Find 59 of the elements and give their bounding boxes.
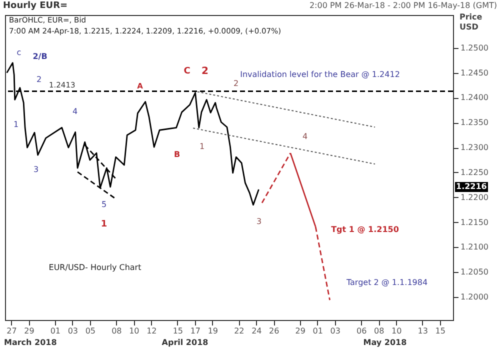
y-tick-label: 1.2450 xyxy=(460,68,488,78)
annotation: 1 xyxy=(13,120,19,129)
text: March 2018 xyxy=(4,338,57,347)
y-tick-label: 1.2250 xyxy=(460,168,488,177)
chart-title: Hourly EUR= xyxy=(3,1,68,11)
x-tick-label: 13 xyxy=(418,326,428,336)
x-tick-label: 12 xyxy=(146,326,157,336)
annotation: 2/B xyxy=(32,52,48,61)
y-tick-label: 1.2350 xyxy=(460,118,488,128)
x-tick-label: 10 xyxy=(129,326,140,336)
annotation: Tgt 1 @ 1.2150 xyxy=(331,225,399,234)
text: 1.2216 xyxy=(455,182,488,192)
annotation: 4 xyxy=(302,132,308,141)
annotation: 1 xyxy=(100,220,108,230)
annotation: 5 xyxy=(101,200,107,209)
y-tick-label: 1.2050 xyxy=(460,268,488,277)
x-tick-label: 08 xyxy=(374,326,384,336)
annotation: 2 xyxy=(202,66,208,77)
x-tick-label: 05 xyxy=(85,326,96,336)
x-tick-label: 24 xyxy=(252,326,262,336)
x-tick-label: 15 xyxy=(435,326,446,336)
chart-subtitle: 2:00 PM 26-Mar-18 - 2:00 PM 16-May-18 (GMT) xyxy=(309,1,497,10)
y-axis-title: Price USD xyxy=(460,12,483,32)
text: May 2018 xyxy=(363,338,407,347)
y-tick-label: 1.2200 xyxy=(460,192,488,202)
x-tick-label: 03 xyxy=(330,326,340,336)
x-tick-label: 06 xyxy=(356,326,367,336)
x-tick-label: 27 xyxy=(6,326,17,336)
annotation: Target 2 @ 1.1.1984 xyxy=(346,278,428,287)
x-tick-label: 29 xyxy=(24,326,34,336)
x-tick-label: 22 xyxy=(234,326,244,336)
annotation: Invalidation level for the Bear @ 1.2412 xyxy=(240,70,400,79)
annotation: 2 xyxy=(36,75,42,84)
y-tick-label: 1.2300 xyxy=(460,143,488,152)
annotation: C xyxy=(184,66,190,76)
annotation: 3 xyxy=(256,217,262,226)
y-tick-label: 1.2500 xyxy=(460,43,488,52)
y-tick-label: 1.2400 xyxy=(460,93,488,102)
x-tick-label: 08 xyxy=(112,326,122,336)
x-tick-label: 01 xyxy=(312,326,323,336)
annotation: c xyxy=(16,48,22,57)
x-tick-label: 15 xyxy=(172,326,184,336)
annotation: 3 xyxy=(33,165,39,174)
annotation: EUR/USD- Hourly Chart xyxy=(48,263,142,272)
text: April 2018 xyxy=(162,338,208,347)
x-tick-label: 26 xyxy=(269,326,280,336)
x-tick-label: 10 xyxy=(392,326,402,336)
x-tick-label: 19 xyxy=(208,326,218,336)
x-tick-label: 29 xyxy=(295,326,306,336)
annotation: B xyxy=(174,150,180,159)
x-tick-label: 17 xyxy=(190,326,201,336)
x-tick-label: 01 xyxy=(50,326,61,336)
y-tick-label: 1.2000 xyxy=(460,292,488,302)
x-tick-label: 03 xyxy=(68,326,78,336)
y-tick-label: 1.2100 xyxy=(460,242,488,252)
annotation: 1 xyxy=(199,142,205,151)
y-tick-label: 1.2150 xyxy=(460,218,488,227)
annotation: 2 xyxy=(233,79,239,88)
annotation: 4 xyxy=(72,107,78,116)
